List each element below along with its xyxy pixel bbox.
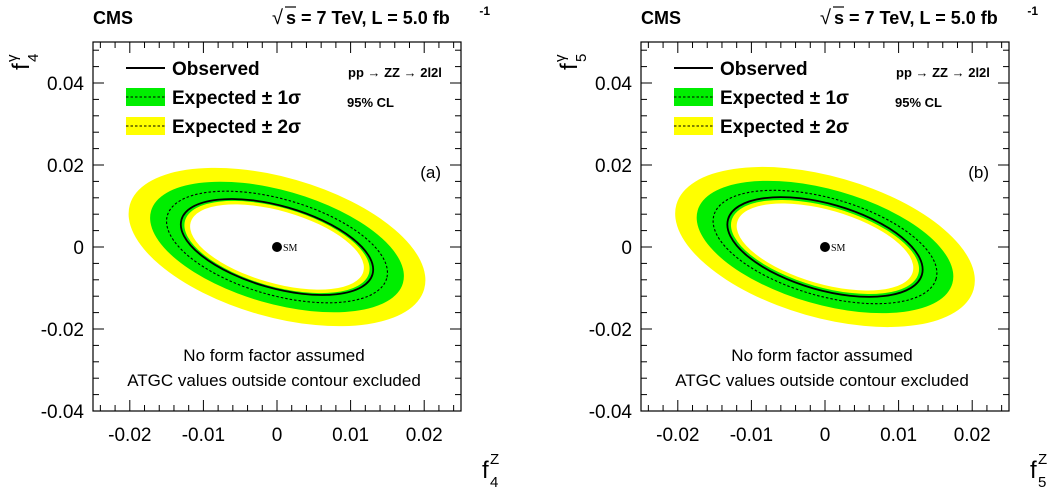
lumi-exponent: -1 xyxy=(479,4,490,18)
panel-label: (b) xyxy=(968,163,989,182)
cl-label: 95% CL xyxy=(347,95,394,110)
experiment-label: CMS xyxy=(641,8,681,28)
sqrt-symbol: √ xyxy=(820,7,831,29)
y-axis-label: fγ 4 xyxy=(4,54,42,70)
legend: Observed Expected ± 1σ Expected ± 2σ xyxy=(126,59,301,138)
lumi-exponent: -1 xyxy=(1027,4,1038,18)
sm-label: SM xyxy=(831,243,846,254)
x-tick-label: 0.01 xyxy=(880,425,917,446)
process-label: pp → ZZ → 2l2l xyxy=(896,65,990,80)
x-tick-label: 0 xyxy=(820,425,831,446)
x-tick-label: 0.01 xyxy=(332,425,369,446)
y-tick-label: 0.02 xyxy=(47,156,84,177)
sm-point xyxy=(272,242,282,252)
note-text: ATGC values outside contour excluded xyxy=(127,371,421,390)
experiment-label: CMS xyxy=(93,8,133,28)
legend-label: Expected ± 1σ xyxy=(720,88,849,109)
ticks xyxy=(641,42,1009,412)
process-label: pp → ZZ → 2l2l xyxy=(348,65,442,80)
y-tick-label: -0.02 xyxy=(41,320,84,341)
y-axis-label-base: f xyxy=(556,63,583,70)
y-axis-label-sup: γ xyxy=(552,54,569,62)
observed-contour xyxy=(726,196,924,298)
x-axis-label-base: f xyxy=(482,457,489,484)
note-text: No form factor assumed xyxy=(183,346,364,365)
x-tick-label: 0.02 xyxy=(954,425,991,446)
legend-label: Observed xyxy=(172,59,260,80)
sqrt-symbol: √ xyxy=(272,7,283,29)
y-tick-label: 0.04 xyxy=(595,74,632,95)
legend-label: Expected ± 2σ xyxy=(720,117,849,138)
y-tick-label: 0.04 xyxy=(47,74,84,95)
legend-label: Expected ± 2σ xyxy=(172,117,301,138)
x-tick-label: -0.01 xyxy=(730,425,773,446)
x-tick-label: -0.02 xyxy=(108,425,151,446)
x-axis-label-sup: Z xyxy=(1038,451,1047,468)
observed-contour xyxy=(179,198,375,296)
x-axis-label-base: f xyxy=(1030,457,1037,484)
cl-label: 95% CL xyxy=(895,95,942,110)
chart-panel-b: -0.02 -0.01 0 0.01 0.02 -0.04 -0.02 0 0.02 0.04 CM… xyxy=(552,4,1047,491)
y-axis-label-base: f xyxy=(8,63,35,70)
x-axis-label-sub: 5 xyxy=(1038,474,1046,491)
legend-label: Expected ± 1σ xyxy=(172,88,301,109)
x-axis-label-sup: Z xyxy=(490,451,499,468)
legend: Observed Expected ± 1σ Expected ± 2σ xyxy=(674,59,849,138)
panel-label: (a) xyxy=(420,163,441,182)
y-tick-label: -0.04 xyxy=(41,402,85,423)
sm-point xyxy=(820,242,830,252)
x-tick-label: -0.02 xyxy=(656,425,699,446)
x-tick-label: 0 xyxy=(272,425,283,446)
note-text: No form factor assumed xyxy=(731,346,912,365)
y-tick-label: -0.04 xyxy=(589,402,633,423)
y-tick-label: 0 xyxy=(73,238,84,259)
x-axis-label-sub: 4 xyxy=(490,474,498,491)
x-tick-label: -0.01 xyxy=(182,425,225,446)
note-text: ATGC values outside contour excluded xyxy=(675,371,969,390)
chart-panel-a: -0.02 -0.01 0 0.01 0.02 -0.04 -0.02 0 0.02 0.04 CM… xyxy=(4,4,499,491)
y-tick-label: 0 xyxy=(621,238,632,259)
energy-lumi-label: s = 7 TeV, L = 5.0 fb xyxy=(834,8,998,28)
sm-label: SM xyxy=(283,243,298,254)
y-axis-label: fγ 5 xyxy=(552,54,590,70)
expected-contour xyxy=(712,189,938,305)
y-axis-label-sup: γ xyxy=(4,54,21,62)
y-axis-label-sub: 5 xyxy=(573,54,590,62)
y-tick-label: 0.02 xyxy=(595,156,632,177)
y-tick-label: -0.02 xyxy=(589,320,632,341)
energy-lumi-label: s = 7 TeV, L = 5.0 fb xyxy=(286,8,450,28)
ticks xyxy=(93,42,461,412)
legend-label: Observed xyxy=(720,59,808,80)
y-axis-label-sub: 4 xyxy=(25,54,42,62)
x-tick-label: 0.02 xyxy=(406,425,443,446)
